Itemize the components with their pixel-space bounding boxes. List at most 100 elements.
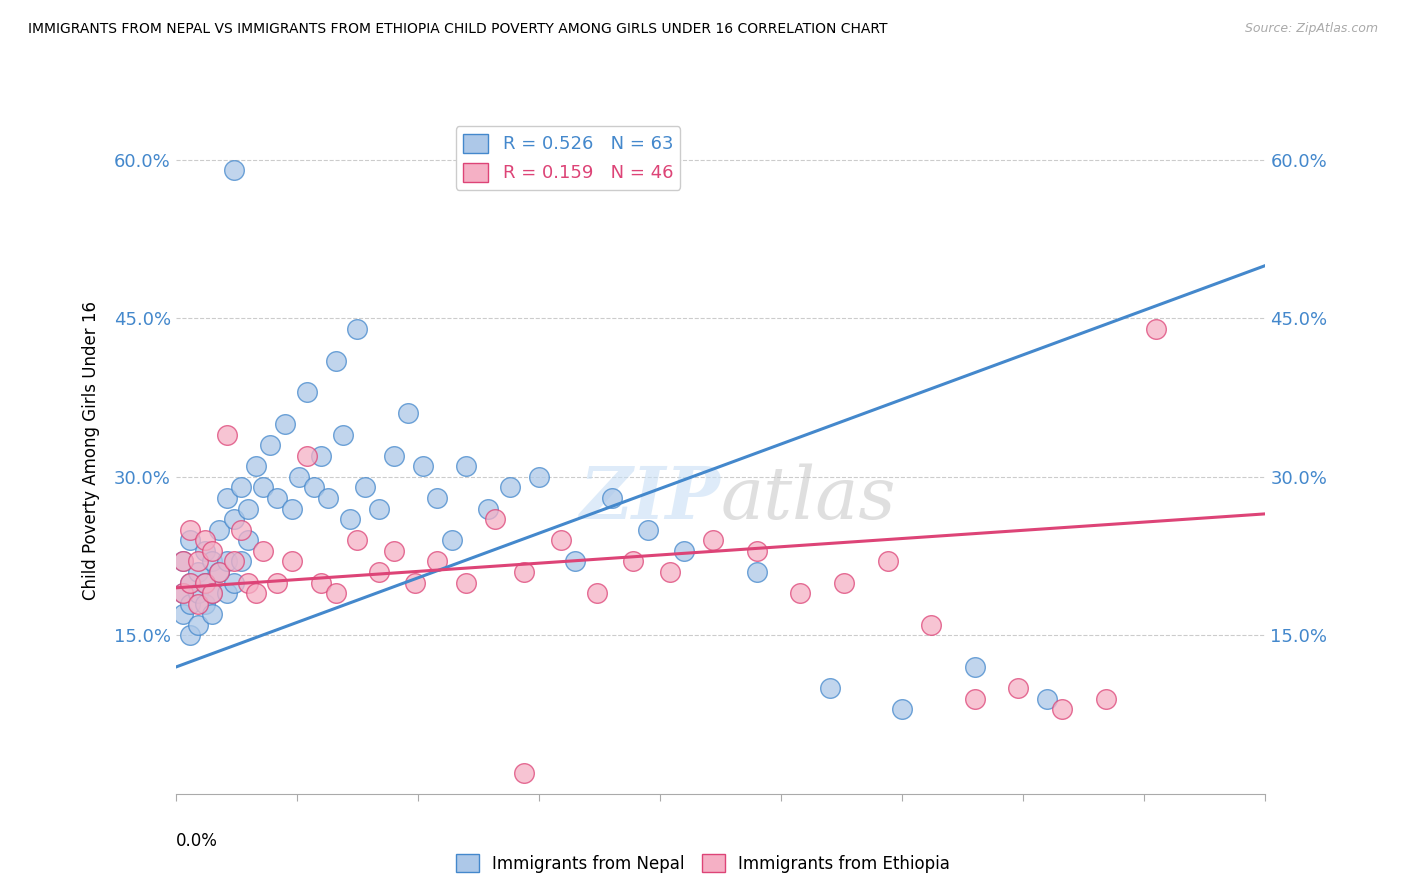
Point — [789, 586, 811, 600]
Point — [172, 586, 194, 600]
Point — [339, 512, 361, 526]
Point — [179, 575, 201, 590]
Point — [266, 491, 288, 505]
Point — [368, 501, 391, 516]
Point — [201, 554, 224, 568]
Point — [288, 470, 311, 484]
Point — [194, 575, 217, 590]
Point — [281, 554, 304, 568]
Point — [295, 449, 318, 463]
Point — [456, 459, 478, 474]
Point — [238, 533, 260, 548]
Point — [1036, 691, 1059, 706]
Point — [302, 480, 325, 494]
Point — [456, 575, 478, 590]
Point — [832, 575, 855, 590]
Point — [179, 597, 201, 611]
Point — [231, 480, 253, 494]
Point — [208, 565, 231, 579]
Legend: Immigrants from Nepal, Immigrants from Ethiopia: Immigrants from Nepal, Immigrants from E… — [449, 847, 957, 880]
Point — [477, 501, 499, 516]
Point — [426, 491, 449, 505]
Point — [499, 480, 522, 494]
Point — [186, 617, 209, 632]
Point — [208, 523, 231, 537]
Point — [673, 544, 696, 558]
Point — [745, 544, 768, 558]
Text: ZIP: ZIP — [579, 463, 721, 534]
Point — [353, 480, 375, 494]
Point — [215, 554, 238, 568]
Point — [891, 702, 914, 716]
Point — [440, 533, 463, 548]
Point — [513, 565, 536, 579]
Point — [222, 163, 245, 178]
Point — [586, 586, 609, 600]
Point — [179, 628, 201, 642]
Point — [600, 491, 623, 505]
Point — [346, 322, 368, 336]
Point — [1007, 681, 1029, 696]
Point — [172, 607, 194, 622]
Point — [484, 512, 506, 526]
Point — [222, 554, 245, 568]
Point — [186, 554, 209, 568]
Point — [368, 565, 391, 579]
Point — [318, 491, 340, 505]
Point — [186, 586, 209, 600]
Point — [1050, 702, 1073, 716]
Point — [252, 480, 274, 494]
Point — [382, 449, 405, 463]
Point — [215, 586, 238, 600]
Point — [222, 512, 245, 526]
Point — [702, 533, 724, 548]
Point — [194, 533, 217, 548]
Point — [252, 544, 274, 558]
Point — [245, 459, 267, 474]
Point — [172, 586, 194, 600]
Point — [332, 427, 354, 442]
Y-axis label: Child Poverty Among Girls Under 16: Child Poverty Among Girls Under 16 — [82, 301, 100, 600]
Point — [309, 449, 332, 463]
Text: 0.0%: 0.0% — [176, 831, 218, 850]
Point — [194, 544, 217, 558]
Point — [325, 353, 347, 368]
Point — [201, 607, 224, 622]
Point — [238, 501, 260, 516]
Point — [382, 544, 405, 558]
Point — [637, 523, 659, 537]
Point — [818, 681, 841, 696]
Point — [963, 660, 986, 674]
Point — [1094, 691, 1116, 706]
Point — [621, 554, 644, 568]
Point — [179, 523, 201, 537]
Point — [405, 575, 427, 590]
Point — [412, 459, 434, 474]
Point — [426, 554, 449, 568]
Point — [309, 575, 332, 590]
Point — [876, 554, 898, 568]
Point — [1146, 322, 1168, 336]
Point — [245, 586, 267, 600]
Point — [920, 617, 942, 632]
Legend: R = 0.526   N = 63, R = 0.159   N = 46: R = 0.526 N = 63, R = 0.159 N = 46 — [456, 127, 681, 190]
Point — [564, 554, 586, 568]
Point — [194, 575, 217, 590]
Point — [215, 427, 238, 442]
Point — [658, 565, 681, 579]
Point — [201, 586, 224, 600]
Point — [186, 565, 209, 579]
Point — [238, 575, 260, 590]
Point — [325, 586, 347, 600]
Point — [745, 565, 768, 579]
Point — [201, 586, 224, 600]
Point — [231, 554, 253, 568]
Point — [222, 575, 245, 590]
Point — [194, 597, 217, 611]
Text: IMMIGRANTS FROM NEPAL VS IMMIGRANTS FROM ETHIOPIA CHILD POVERTY AMONG GIRLS UNDE: IMMIGRANTS FROM NEPAL VS IMMIGRANTS FROM… — [28, 22, 887, 37]
Point — [215, 491, 238, 505]
Point — [295, 385, 318, 400]
Point — [186, 597, 209, 611]
Point — [513, 765, 536, 780]
Text: atlas: atlas — [721, 463, 896, 533]
